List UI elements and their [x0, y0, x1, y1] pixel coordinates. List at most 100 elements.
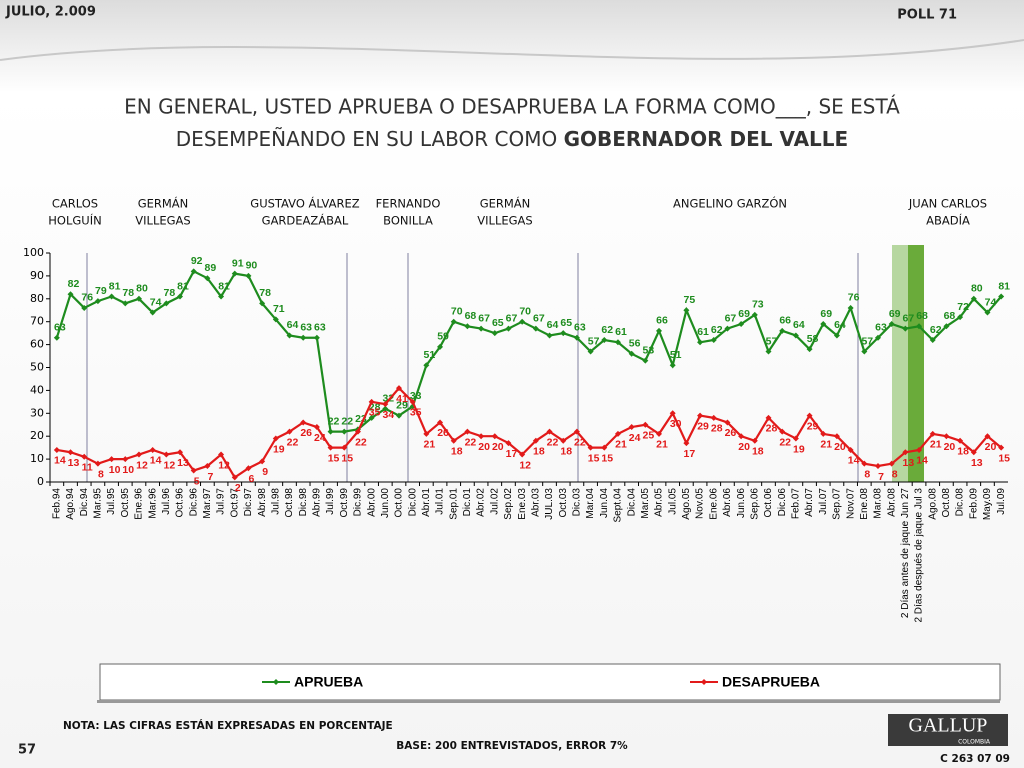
marker	[902, 449, 909, 456]
data-label: 10	[109, 464, 121, 476]
x-tick-label: Mar.95	[93, 488, 104, 519]
data-label: 19	[793, 443, 805, 455]
data-label: 32	[382, 393, 394, 405]
data-label: 82	[68, 278, 80, 290]
data-label: 14	[916, 455, 928, 467]
data-label: 29	[396, 399, 408, 411]
x-tick-label: Jul.97	[216, 488, 227, 515]
marker	[368, 398, 375, 405]
marker	[560, 437, 567, 444]
data-label: 21	[656, 439, 668, 451]
x-tick-label: Jun.06	[736, 488, 747, 518]
data-label: 33	[410, 390, 422, 402]
data-label: 64	[287, 319, 299, 331]
data-label: 5	[194, 475, 200, 487]
highlight-band	[892, 245, 908, 482]
x-tick-label: Dic.00	[407, 488, 418, 517]
data-label: 22	[355, 436, 367, 448]
x-tick-label: Oct.08	[941, 488, 952, 518]
x-tick-label: Oct.95	[120, 488, 131, 518]
marker	[710, 337, 717, 344]
data-label: 63	[875, 322, 887, 334]
marker	[943, 323, 950, 330]
data-label: 81	[218, 280, 230, 292]
marker	[67, 291, 74, 298]
x-tick-label: Sep.01	[448, 488, 459, 520]
marker	[751, 437, 758, 444]
data-label: 78	[122, 287, 134, 299]
x-tick-label: Sep.02	[503, 488, 514, 520]
marker	[231, 474, 238, 481]
data-label: 22	[547, 436, 559, 448]
data-label: 62	[930, 324, 942, 336]
data-label: 7	[878, 471, 884, 483]
x-tick-label: Jul.09	[996, 488, 1007, 515]
marker	[751, 311, 758, 318]
x-tick-label: Dic.99	[353, 488, 364, 517]
marker	[163, 300, 170, 307]
data-label: 6	[249, 473, 255, 485]
data-label: 68	[944, 310, 956, 322]
marker	[341, 444, 348, 451]
marker	[108, 456, 115, 463]
marker	[122, 456, 129, 463]
data-label: 21	[424, 439, 436, 451]
x-tick-label: Sept.04	[613, 488, 624, 523]
data-label: 15	[341, 452, 353, 464]
title-line2: DESEMPEÑANDO EN SU LABOR COMO GOBERNADOR…	[176, 127, 848, 151]
data-label: 15	[328, 452, 340, 464]
x-tick-label: Feb.09	[968, 488, 979, 520]
x-tick-label: Ago.05	[681, 488, 692, 520]
data-label: 90	[246, 260, 258, 272]
data-label: 62	[601, 324, 613, 336]
legend-marker	[273, 679, 279, 685]
y-tick-label: 70	[30, 315, 44, 328]
marker	[53, 446, 60, 453]
decoration	[0, 39, 1024, 61]
x-tick-label: Nov.05	[695, 488, 706, 519]
marker	[601, 337, 608, 344]
marker	[888, 460, 895, 467]
data-label: 81	[177, 280, 189, 292]
marker	[861, 460, 868, 467]
marker	[642, 357, 649, 364]
data-label: 91	[232, 257, 244, 269]
x-tick-label: Ago.94	[65, 488, 76, 520]
marker	[423, 430, 430, 437]
data-label: 76	[848, 292, 860, 304]
marker	[628, 424, 635, 431]
data-label: 67	[478, 312, 490, 324]
x-tick-label: Ago.08	[927, 488, 938, 520]
marker	[970, 295, 977, 302]
marker	[218, 451, 225, 458]
governor-label: FERNANDO	[376, 197, 441, 211]
data-label: 20	[492, 441, 504, 453]
marker	[984, 309, 991, 316]
marker	[998, 444, 1005, 451]
marker	[792, 435, 799, 442]
x-tick-label: Oct.99	[339, 488, 350, 518]
legend-marker	[701, 679, 707, 685]
data-label: 13	[177, 457, 189, 469]
marker	[327, 444, 334, 451]
data-label: 78	[163, 287, 175, 299]
marker	[683, 307, 690, 314]
data-label: 41	[396, 393, 408, 405]
x-tick-label: Jun.04	[599, 488, 610, 518]
data-label: 63	[314, 322, 326, 334]
data-label: 13	[971, 457, 983, 469]
marker	[519, 318, 526, 325]
x-tick-label: Dic.01	[462, 488, 473, 517]
marker	[286, 428, 293, 435]
data-label: 22	[574, 436, 586, 448]
x-tick-label: Abr.03	[530, 488, 541, 517]
data-label: 2	[235, 482, 241, 494]
x-tick-label: Oct.98	[284, 488, 295, 518]
marker	[437, 343, 444, 350]
base: BASE: 200 ENTREVISTADOS, ERROR 7%	[396, 740, 628, 752]
x-tick-label: Abr.07	[804, 488, 815, 517]
data-label: 18	[752, 446, 764, 458]
data-label: 24	[629, 432, 641, 444]
governor-label: CARLOS	[52, 197, 98, 211]
y-tick-label: 20	[30, 429, 44, 442]
